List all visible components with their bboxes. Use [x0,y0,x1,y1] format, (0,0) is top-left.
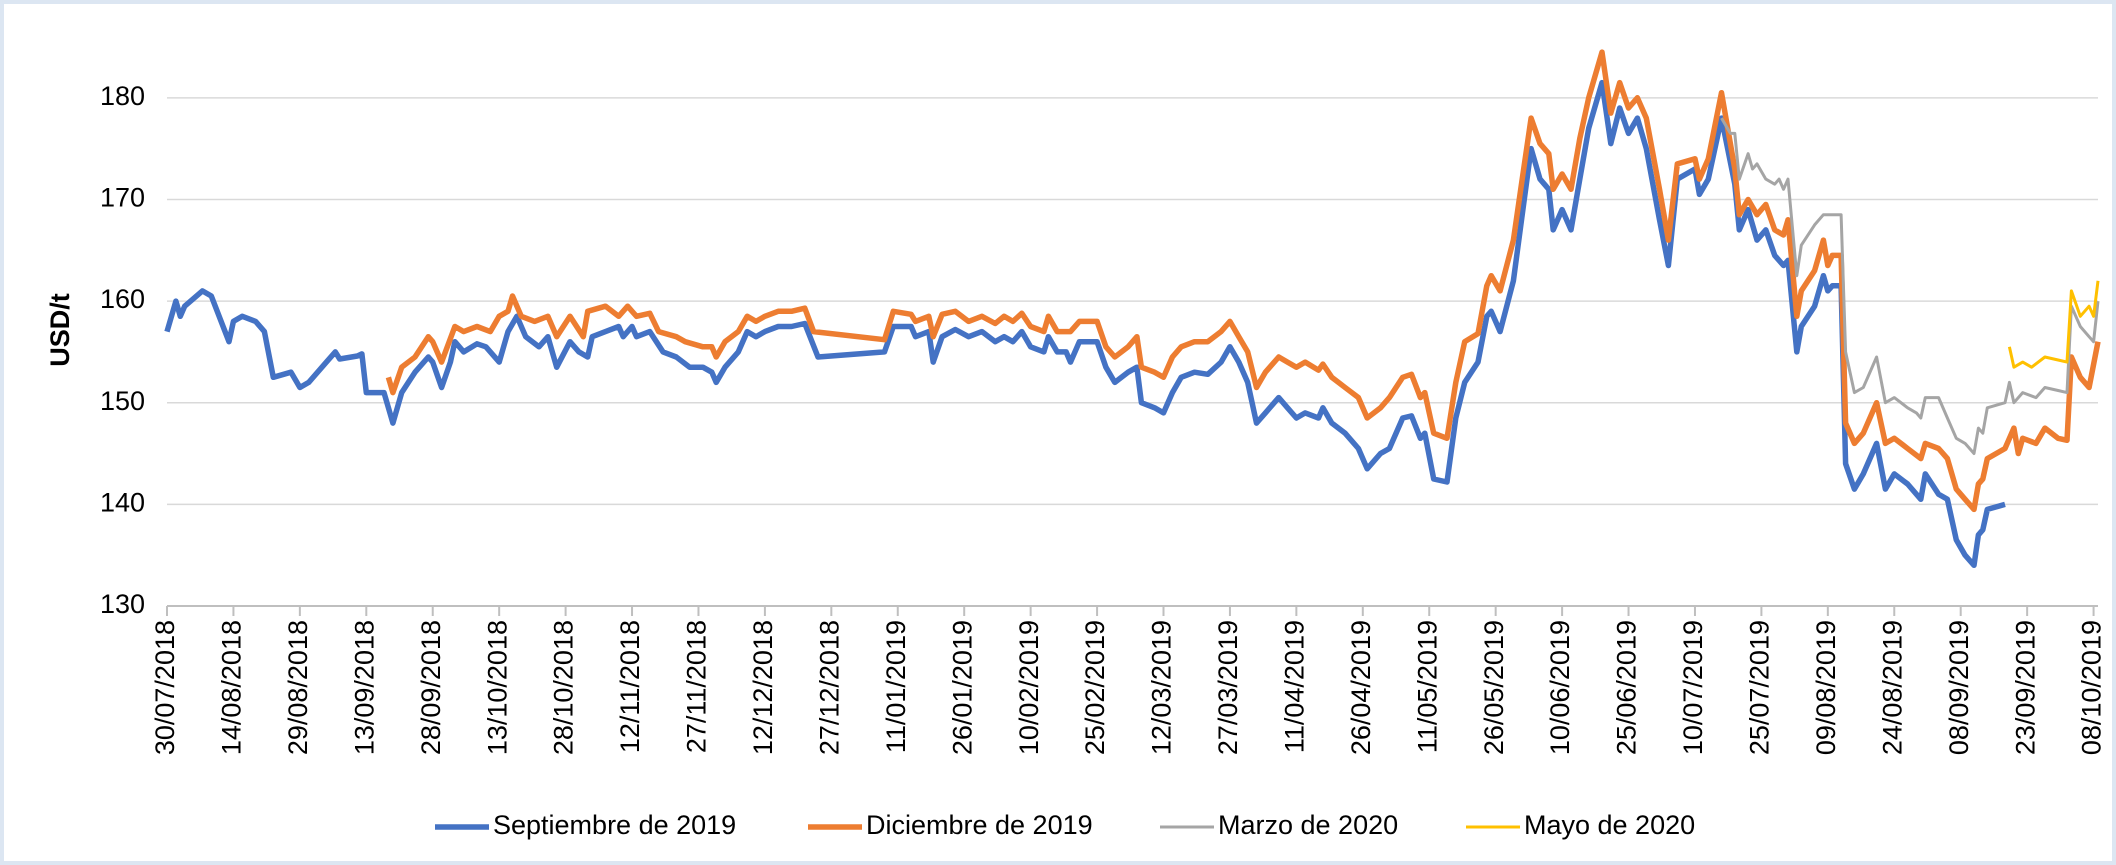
x-tick-label: 11/05/2019 [1412,620,1442,753]
y-tick-label: 180 [100,81,145,111]
x-tick-label: 26/01/2019 [947,620,977,755]
x-tick-label: 13/09/2018 [349,620,379,755]
x-tick-label: 25/02/2019 [1080,620,1110,755]
x-tick-label: 08/10/2019 [2077,620,2107,755]
data-line [1720,117,2100,455]
x-tick-label: 13/10/2018 [482,620,512,755]
x-tick-label: 27/03/2019 [1213,620,1243,755]
x-tick-label: 29/08/2018 [283,620,313,755]
x-tick-label: 14/08/2018 [217,620,247,755]
legend-label: Mayo de 2020 [1524,810,1695,840]
x-tick-label: 27/11/2018 [682,620,712,753]
x-tick-label: 12/12/2018 [748,620,778,755]
legend-label: Septiembre de 2019 [493,810,736,840]
x-tick-label: 09/08/2019 [1811,620,1841,755]
x-tick-label: 28/09/2018 [416,620,446,755]
legend-label: Diciembre de 2019 [866,810,1093,840]
y-tick-label: 160 [100,284,145,314]
x-tick-label: 10/06/2019 [1545,620,1575,755]
data-line [385,49,2101,513]
y-tick-label: 140 [100,487,145,517]
x-tick-label: 23/09/2019 [2010,620,2040,755]
x-tick-label: 26/05/2019 [1479,620,1509,755]
data-line [164,79,2006,569]
y-axis-label: USD/t [45,293,75,367]
data-line [2007,280,2100,369]
x-tick-label: 26/04/2019 [1346,620,1376,755]
y-tick-label: 130 [100,589,145,619]
legend-label: Marzo de 2020 [1218,810,1398,840]
y-tick-label: 150 [100,386,145,416]
x-tick-label: 12/11/2018 [615,620,645,753]
x-tick-label: 28/10/2018 [549,620,579,755]
x-tick-label: 12/03/2019 [1147,620,1177,755]
x-tick-label: 08/09/2019 [1944,620,1974,755]
x-tick-label: 24/08/2019 [1877,620,1907,755]
x-tick-label: 10/02/2019 [1014,620,1044,755]
x-tick-label: 11/01/2019 [881,620,911,753]
x-tick-label: 10/07/2019 [1678,620,1708,755]
x-tick-label: 30/07/2018 [150,620,180,755]
x-tick-label: 11/04/2019 [1279,620,1309,753]
x-tick-label: 25/06/2019 [1612,620,1642,755]
x-tick-label: 27/12/2018 [814,620,844,755]
y-tick-label: 170 [100,183,145,213]
x-tick-label: 25/07/2019 [1745,620,1775,755]
